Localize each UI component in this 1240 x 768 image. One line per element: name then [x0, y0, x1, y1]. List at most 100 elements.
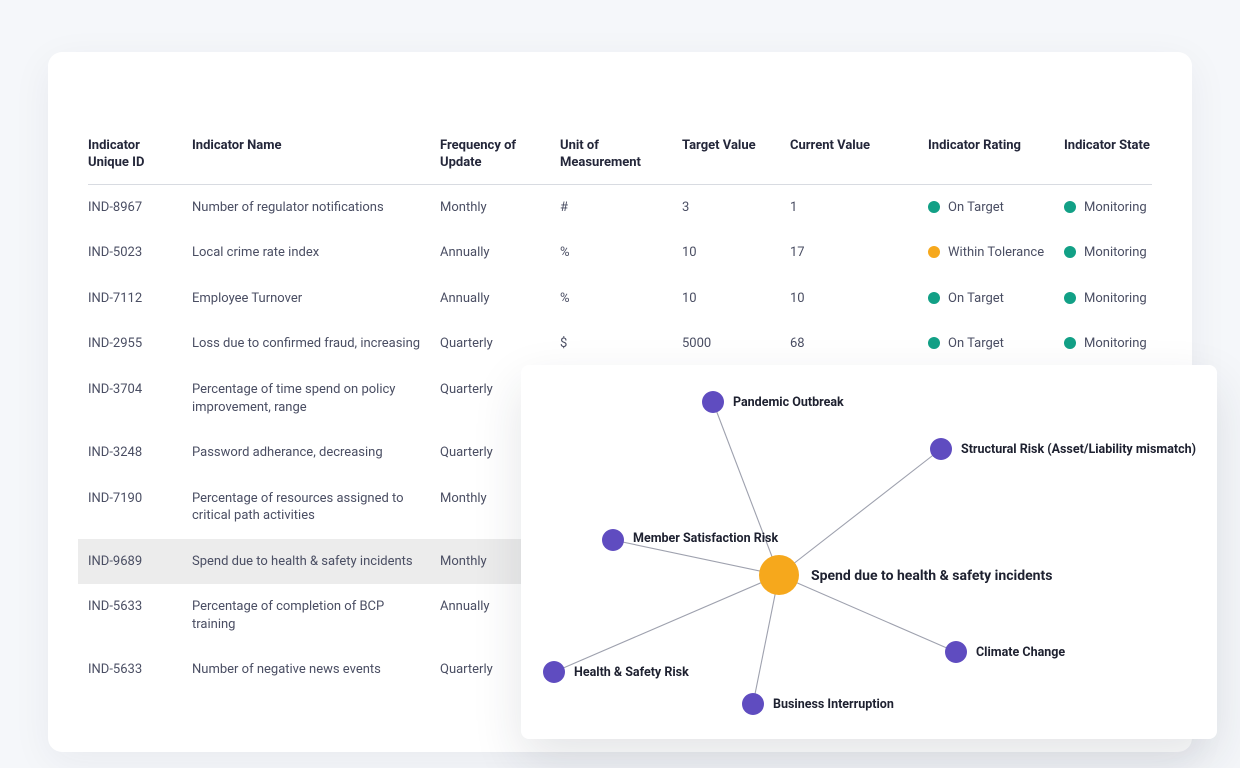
cell-unit: $ — [560, 335, 682, 353]
cell-name: Number of regulator notifications — [192, 199, 440, 217]
status-dot-icon — [1064, 292, 1076, 304]
cell-rating: Within Tolerance — [928, 244, 1064, 262]
network-node[interactable] — [702, 391, 724, 413]
cell-id: IND-7112 — [88, 290, 192, 308]
cell-rating: On Target — [928, 290, 1064, 308]
cell-id: IND-5023 — [88, 244, 192, 262]
cell-freq: Quarterly — [440, 335, 560, 353]
col-header-id: Indicator Unique ID — [88, 138, 192, 172]
cell-state: Monitoring — [1064, 244, 1174, 262]
col-header-rating: Indicator Rating — [928, 138, 1064, 172]
network-node[interactable] — [930, 438, 952, 460]
cell-id: IND-9689 — [88, 553, 192, 571]
cell-name: Number of negative news events — [192, 661, 440, 679]
cell-rating-status: Within Tolerance — [928, 244, 1048, 262]
table-row[interactable]: IND-7112Employee TurnoverAnnually%1010On… — [88, 276, 1152, 322]
cell-name: Password adherance, decreasing — [192, 444, 440, 462]
col-header-target: Target Value — [682, 138, 790, 172]
network-node-label: Health & Safety Risk — [574, 665, 689, 680]
cell-state-label: Monitoring — [1084, 290, 1147, 308]
col-header-name: Indicator Name — [192, 138, 440, 172]
network-edge — [554, 575, 779, 672]
cell-state-label: Monitoring — [1084, 199, 1147, 217]
cell-rating-label: On Target — [948, 199, 1004, 217]
cell-rating: On Target — [928, 335, 1064, 353]
table-row[interactable]: IND-2955Loss due to confirmed fraud, inc… — [88, 321, 1152, 367]
cell-rating-status: On Target — [928, 335, 1048, 353]
col-header-unit: Unit of Measurement — [560, 138, 682, 172]
network-edge — [779, 575, 956, 652]
cell-id: IND-5633 — [88, 598, 192, 633]
cell-state: Monitoring — [1064, 335, 1174, 353]
cell-rating-label: On Target — [948, 290, 1004, 308]
cell-rating-label: On Target — [948, 335, 1004, 353]
cell-name: Percentage of time spend on policy impro… — [192, 381, 440, 416]
cell-id: IND-2955 — [88, 335, 192, 353]
cell-rating-label: Within Tolerance — [948, 244, 1044, 262]
cell-rating-status: On Target — [928, 199, 1048, 217]
network-node-label: Climate Change — [976, 645, 1065, 660]
cell-name: Loss due to confirmed fraud, increasing — [192, 335, 440, 353]
col-header-state: Indicator State — [1064, 138, 1174, 172]
status-dot-icon — [928, 337, 940, 349]
cell-unit: # — [560, 199, 682, 217]
cell-curr: 1 — [790, 199, 928, 217]
cell-state-status: Monitoring — [1064, 199, 1158, 217]
cell-name: Employee Turnover — [192, 290, 440, 308]
cell-name: Percentage of completion of BCP training — [192, 598, 440, 633]
col-header-freq: Frequency of Update — [440, 138, 560, 172]
risk-network-svg: Spend due to health & safety incidents Pa… — [521, 365, 1217, 739]
network-node[interactable] — [742, 693, 764, 715]
cell-freq: Annually — [440, 244, 560, 262]
cell-target: 10 — [682, 244, 790, 262]
network-node[interactable] — [543, 661, 565, 683]
network-node-label: Member Satisfaction Risk — [633, 531, 778, 546]
cell-state: Monitoring — [1064, 290, 1174, 308]
network-edge — [713, 402, 779, 575]
cell-rating: On Target — [928, 199, 1064, 217]
cell-curr: 10 — [790, 290, 928, 308]
network-node-label: Structural Risk (Asset/Liability mismatc… — [961, 442, 1196, 457]
network-node-label: Pandemic Outbreak — [733, 395, 844, 410]
table-row[interactable]: IND-8967Number of regulator notification… — [88, 185, 1152, 231]
table-header-row: Indicator Unique ID Indicator Name Frequ… — [88, 138, 1152, 185]
col-header-curr: Current Value — [790, 138, 928, 172]
cell-state-label: Monitoring — [1084, 244, 1147, 262]
status-dot-icon — [1064, 201, 1076, 213]
table-row[interactable]: IND-5023Local crime rate indexAnnually%1… — [88, 230, 1152, 276]
cell-freq: Monthly — [440, 199, 560, 217]
cell-id: IND-5633 — [88, 661, 192, 679]
cell-target: 3 — [682, 199, 790, 217]
cell-state-status: Monitoring — [1064, 335, 1158, 353]
cell-unit: % — [560, 244, 682, 262]
cell-name: Local crime rate index — [192, 244, 440, 262]
cell-state: Monitoring — [1064, 199, 1174, 217]
network-center-label: Spend due to health & safety incidents — [811, 568, 1052, 584]
status-dot-icon — [928, 201, 940, 213]
status-dot-icon — [1064, 337, 1076, 349]
cell-rating-status: On Target — [928, 290, 1048, 308]
cell-unit: % — [560, 290, 682, 308]
cell-target: 10 — [682, 290, 790, 308]
cell-id: IND-7190 — [88, 490, 192, 525]
status-dot-icon — [1064, 246, 1076, 258]
network-center-node[interactable] — [759, 555, 799, 595]
cell-id: IND-3704 — [88, 381, 192, 416]
cell-state-status: Monitoring — [1064, 244, 1158, 262]
cell-name: Percentage of resources assigned to crit… — [192, 490, 440, 525]
network-edge — [779, 449, 941, 575]
cell-target: 5000 — [682, 335, 790, 353]
cell-freq: Annually — [440, 290, 560, 308]
cell-state-label: Monitoring — [1084, 335, 1147, 353]
cell-name: Spend due to health & safety incidents — [192, 553, 440, 571]
network-node-label: Business Interruption — [773, 697, 894, 712]
network-node[interactable] — [602, 529, 624, 551]
cell-curr: 68 — [790, 335, 928, 353]
status-dot-icon — [928, 292, 940, 304]
cell-curr: 17 — [790, 244, 928, 262]
cell-state-status: Monitoring — [1064, 290, 1158, 308]
cell-id: IND-3248 — [88, 444, 192, 462]
cell-id: IND-8967 — [88, 199, 192, 217]
network-node[interactable] — [945, 641, 967, 663]
status-dot-icon — [928, 246, 940, 258]
